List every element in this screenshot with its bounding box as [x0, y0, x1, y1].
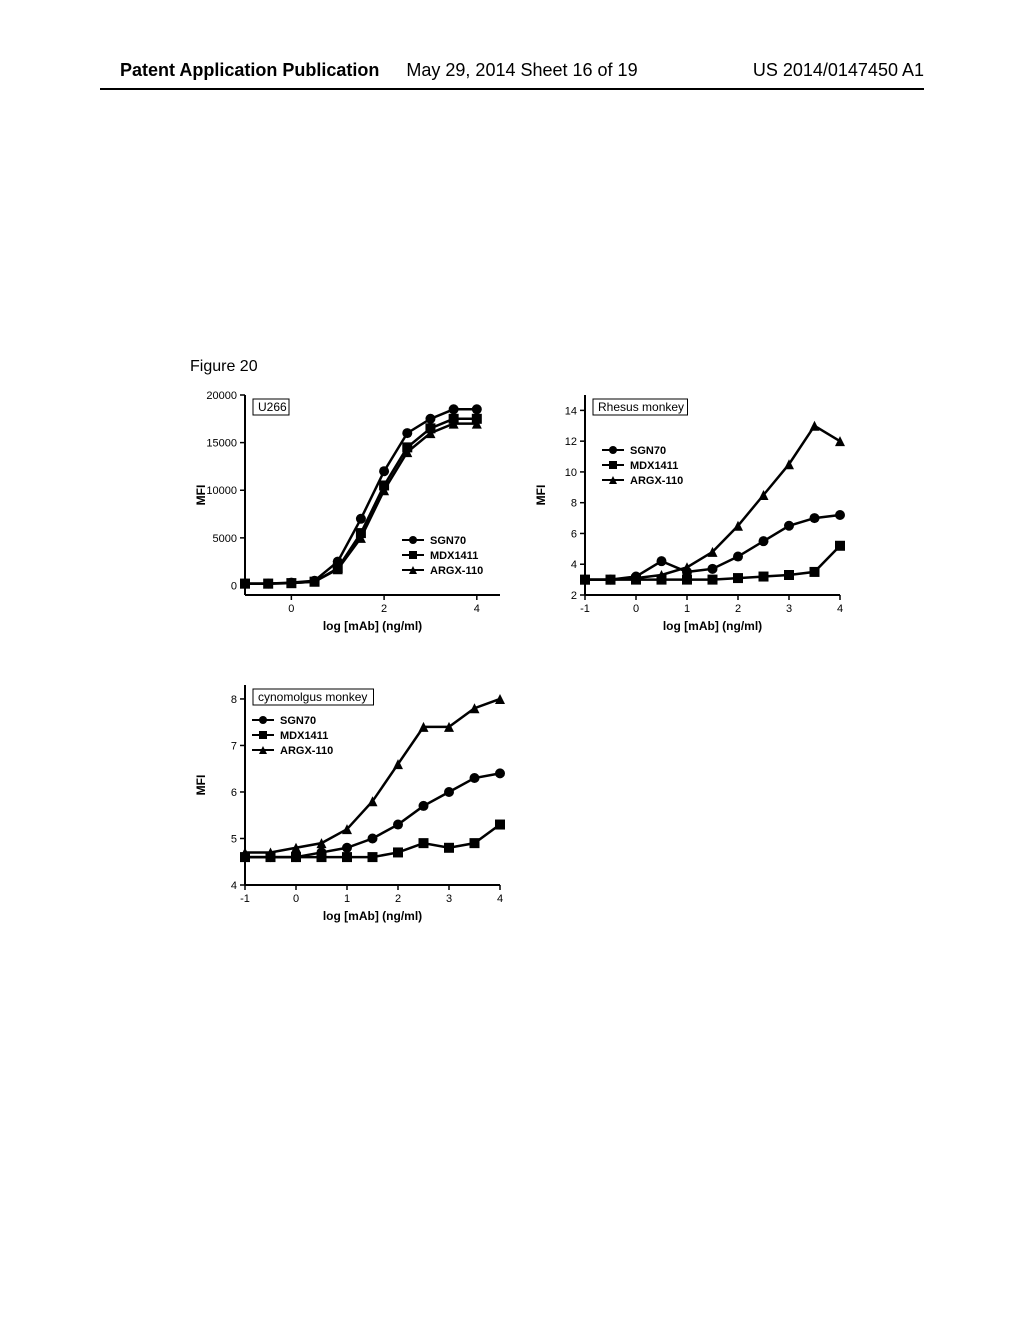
- svg-text:MFI: MFI: [194, 485, 208, 506]
- svg-text:MDX1411: MDX1411: [630, 460, 678, 472]
- svg-text:0: 0: [231, 580, 237, 592]
- svg-text:SGN70: SGN70: [280, 715, 316, 727]
- svg-text:4: 4: [474, 603, 480, 615]
- svg-text:ARGX-110: ARGX-110: [430, 565, 483, 577]
- svg-text:5000: 5000: [213, 533, 237, 545]
- header-publication: Patent Application Publication: [120, 60, 388, 81]
- svg-text:MDX1411: MDX1411: [430, 550, 478, 562]
- svg-text:20000: 20000: [206, 390, 237, 402]
- svg-text:3: 3: [786, 603, 792, 615]
- svg-text:ARGX-110: ARGX-110: [280, 745, 333, 757]
- svg-text:ARGX-110: ARGX-110: [630, 475, 683, 487]
- chart-grid: 0 5000 10000 15000 20000 0 2 4 log [mAb] (ng/ml)…: [190, 380, 850, 930]
- svg-text:8: 8: [231, 694, 237, 706]
- page-header: Patent Application Publication May 29, 2…: [0, 60, 1024, 87]
- svg-text:5: 5: [231, 833, 237, 845]
- svg-text:SGN70: SGN70: [630, 445, 666, 457]
- svg-text:8: 8: [571, 498, 577, 510]
- svg-text:4: 4: [231, 880, 237, 892]
- svg-text:3: 3: [446, 893, 452, 905]
- svg-text:14: 14: [565, 405, 577, 417]
- svg-text:2: 2: [381, 603, 387, 615]
- svg-text:0: 0: [288, 603, 294, 615]
- svg-text:1: 1: [684, 603, 690, 615]
- svg-text:2: 2: [395, 893, 401, 905]
- svg-text:0: 0: [633, 603, 639, 615]
- svg-text:1: 1: [344, 893, 350, 905]
- svg-text:log [mAb] (ng/ml): log [mAb] (ng/ml): [323, 909, 422, 923]
- svg-text:MDX1411: MDX1411: [280, 730, 328, 742]
- svg-text:-1: -1: [240, 893, 250, 905]
- svg-text:4: 4: [571, 559, 577, 571]
- svg-text:10: 10: [565, 467, 577, 479]
- svg-text:2: 2: [571, 590, 577, 602]
- chart-u266: 0 5000 10000 15000 20000 0 2 4 log [mAb] (ng/ml)…: [190, 380, 510, 640]
- svg-text:7: 7: [231, 740, 237, 752]
- page: Patent Application Publication May 29, 2…: [0, 0, 1024, 1320]
- svg-text:cynomolgus monkey: cynomolgus monkey: [258, 690, 367, 704]
- svg-text:log [mAb] (ng/ml): log [mAb] (ng/ml): [663, 619, 762, 633]
- svg-text:-1: -1: [580, 603, 590, 615]
- svg-text:SGN70: SGN70: [430, 535, 466, 547]
- svg-text:Rhesus monkey: Rhesus monkey: [598, 400, 684, 414]
- header-docnum: US 2014/0147450 A1: [656, 60, 924, 81]
- chart-cyno: 4 5 6 7 8 -1 0 1 2 3 4 log [mAb] (ng/ml) MFI cynomolg…: [190, 670, 510, 930]
- figure-label: Figure 20: [190, 358, 258, 376]
- svg-text:4: 4: [497, 893, 503, 905]
- svg-text:6: 6: [231, 787, 237, 799]
- svg-text:MFI: MFI: [534, 485, 548, 506]
- svg-text:4: 4: [837, 603, 843, 615]
- svg-text:MFI: MFI: [194, 775, 208, 796]
- chart-rhesus: 2468101214-101234log [mAb] (ng/ml)MFIRhe…: [530, 380, 850, 640]
- svg-text:12: 12: [565, 436, 577, 448]
- svg-text:log [mAb] (ng/ml): log [mAb] (ng/ml): [323, 619, 422, 633]
- header-rule: [100, 88, 924, 90]
- header-sheet: May 29, 2014 Sheet 16 of 19: [388, 60, 656, 81]
- svg-text:2: 2: [735, 603, 741, 615]
- svg-text:U266: U266: [258, 400, 287, 414]
- svg-text:10000: 10000: [206, 485, 237, 497]
- svg-text:15000: 15000: [206, 438, 237, 450]
- svg-text:0: 0: [293, 893, 299, 905]
- svg-text:6: 6: [571, 528, 577, 540]
